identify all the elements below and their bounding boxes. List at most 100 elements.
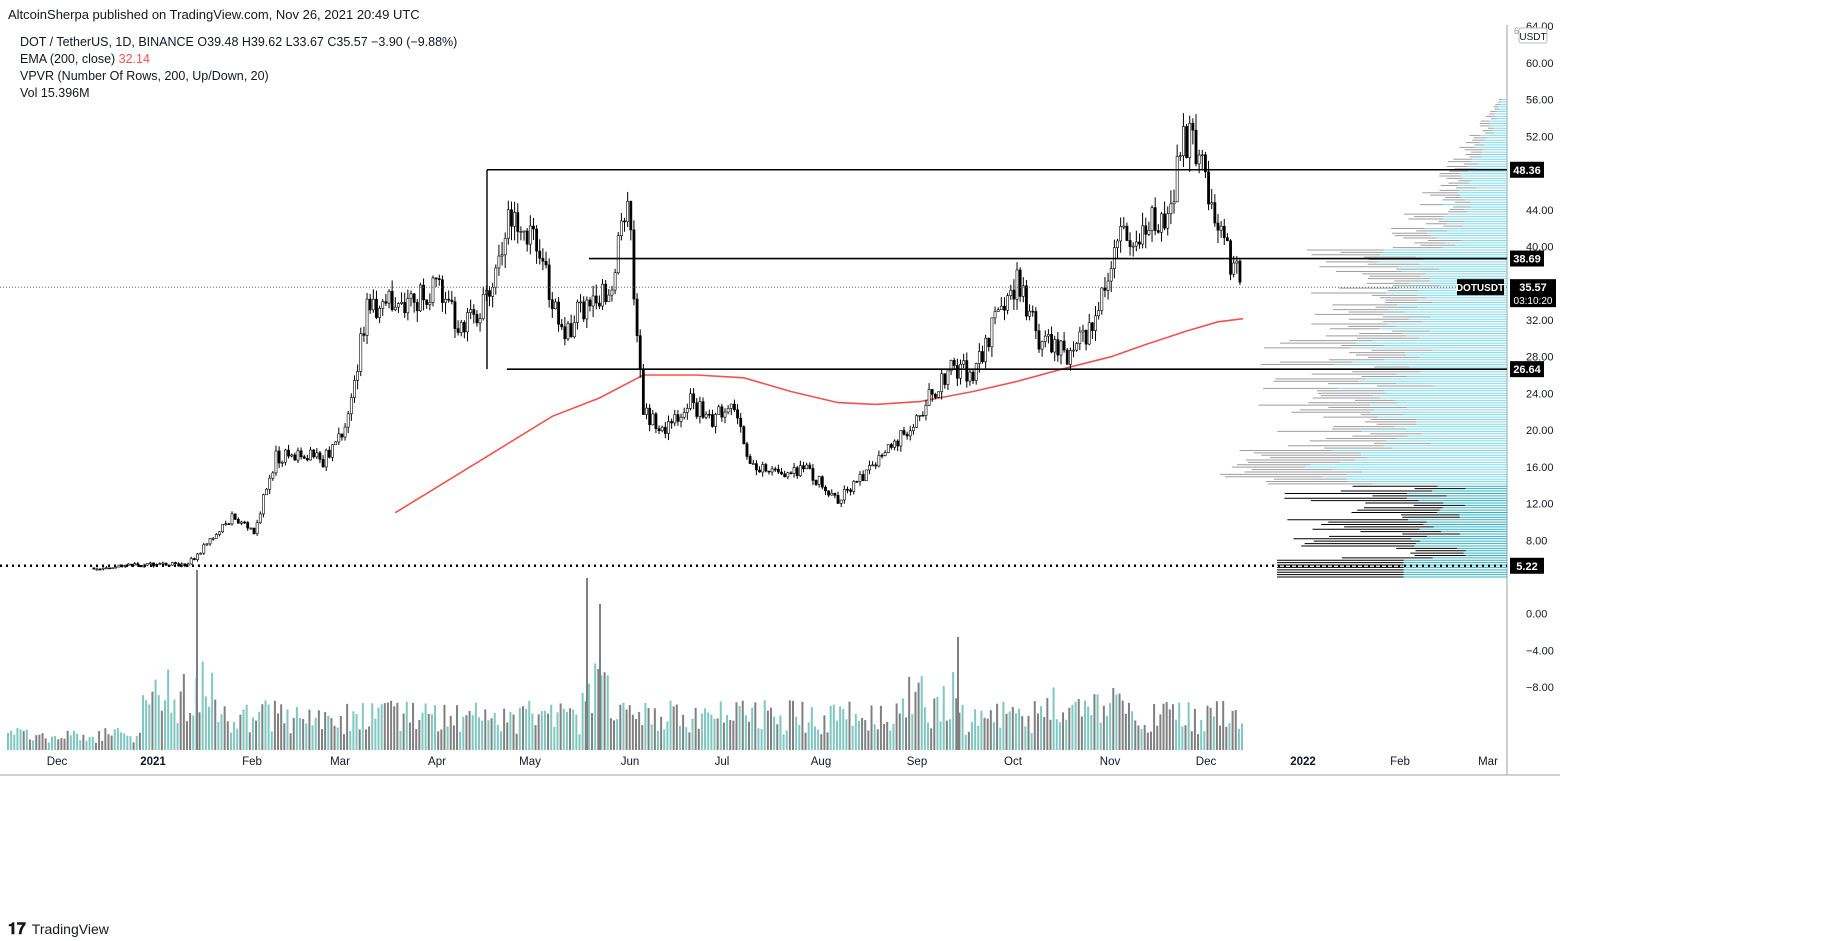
candle-body [952,360,956,366]
volume-bar [892,723,895,750]
candle-body [802,465,805,470]
volume-bar [911,714,914,750]
candle-body [1144,225,1148,235]
volume-bar [496,724,499,750]
volume-bar [13,734,16,750]
candle-body [371,298,375,311]
volume-bar [32,740,35,750]
volume-bar [804,732,807,750]
candle-body [1226,237,1229,242]
currency-badge-box [1518,27,1548,44]
candle-body [434,277,438,280]
volume-bar [986,718,989,750]
volume-bar [120,732,123,750]
candle-body [648,407,652,426]
volume-bar [377,707,380,750]
volume-bar [628,705,631,750]
volume-bar [839,706,842,750]
candle-body [494,267,498,288]
volume-bar [832,704,835,750]
candle-body [833,492,837,496]
volume-bar [305,723,308,750]
volume-bar [1008,711,1011,750]
volume-bar [1193,708,1196,750]
volume-bar [1168,709,1171,750]
volume-bar [255,720,258,750]
candle-body [613,272,617,291]
volume-bar [949,719,951,750]
candle-body [312,449,316,458]
volume-bar [989,710,992,750]
candle-body [877,455,881,467]
volume-bar [160,710,163,750]
volume-bar [189,712,192,750]
candle-body [92,567,96,570]
volume-bar [72,730,75,750]
y-axis-tick-label: 0.00 [1526,609,1547,621]
volume-bar [283,723,286,750]
volume-bar [817,729,820,750]
level-tag-38-69 [1510,250,1544,267]
volume-bar [471,715,474,750]
candle-body [1003,305,1006,311]
volume-bar [214,699,217,750]
volume-bar [145,700,148,750]
volume-bar [220,714,223,750]
volume-bar [101,740,104,750]
candle-body [205,543,209,546]
volume-bar [638,711,641,750]
volume-bar [933,698,936,750]
candle-body [1103,287,1107,291]
candle-body [1053,339,1057,353]
y-axis-tick-label: 52.00 [1526,131,1554,143]
candle-body [579,301,582,304]
candle-body [277,450,281,464]
candle-body [717,406,721,415]
candle-body [707,413,711,416]
candle-body [864,469,868,482]
candle-body [962,360,966,365]
candle-body [761,464,765,473]
candle-body [315,452,319,458]
volume-bar [512,714,515,750]
volume-bar [883,723,886,750]
candle-body [1172,201,1176,205]
volume-bar [967,731,970,750]
volume-bar [1175,719,1178,750]
candle-body [814,480,818,485]
volume-bar [229,732,232,750]
volume-bar [1165,702,1168,750]
volume-bar [333,725,336,750]
volume-bar [848,701,851,750]
candle-body [1229,240,1232,275]
candle-body [1122,225,1126,228]
candle-body [880,455,884,457]
candle-body [783,473,787,478]
volume-bar [280,704,283,750]
volume-bar [157,695,160,750]
volume-bar [1203,731,1206,750]
volume-bar [1036,713,1039,750]
candle-body [1238,260,1242,283]
volume-bar [653,708,656,750]
volume-bar [1055,719,1058,750]
volume-bar [685,727,688,750]
x-axis-tick-label: Feb [1390,756,1410,768]
last-price-label: 35.57 [1519,282,1547,294]
candle-body [827,490,831,496]
volume-bar [1190,731,1193,750]
candle-body [773,468,777,471]
volume-bar [223,706,226,750]
volume-bar [446,726,449,750]
candle-body [224,523,228,525]
candle-body [547,264,551,300]
volume-bar [192,715,195,750]
candle-body [1069,350,1072,365]
candle-body [230,513,234,525]
candle-body [748,456,752,464]
candle-body [293,454,297,461]
volume-bar [622,702,625,750]
volume-bar [616,719,619,750]
candle-body [148,562,152,565]
